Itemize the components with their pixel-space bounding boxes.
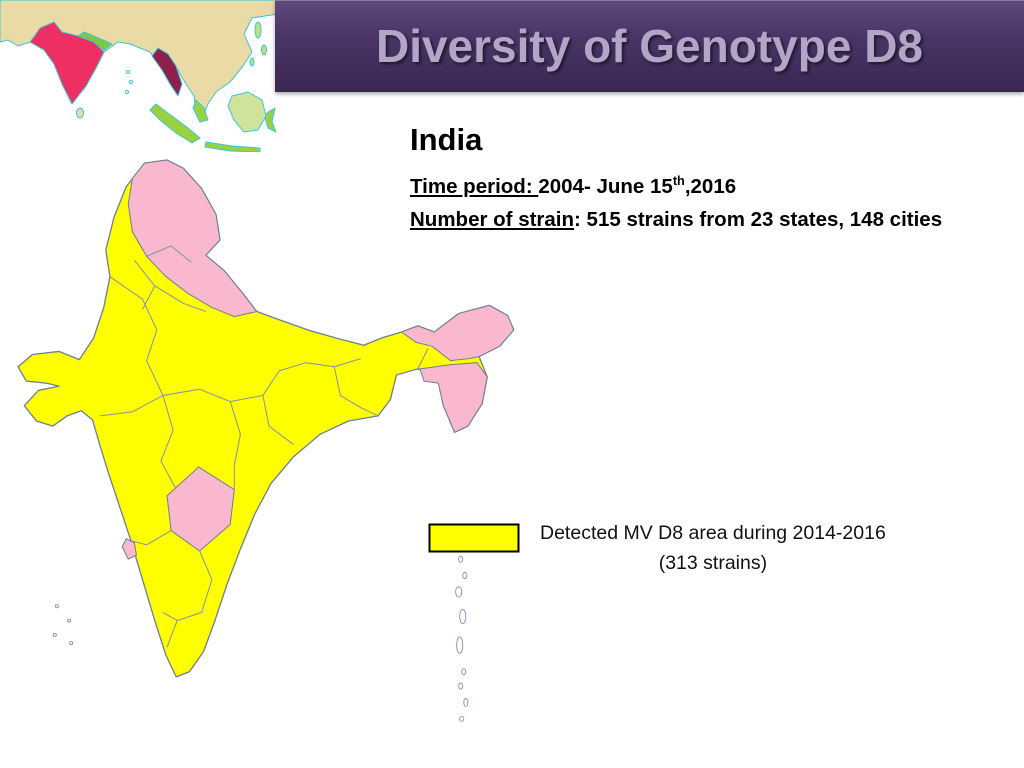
sumatra-island (149, 103, 201, 144)
time-period-label: Time period: (410, 174, 539, 198)
philippines-islands (249, 21, 267, 67)
slide-title: Diversity of Genotype D8 (375, 20, 924, 72)
legend-line2: (313 strains) (658, 552, 768, 574)
region-north-not-detected (127, 159, 258, 318)
country-heading: India (410, 122, 483, 157)
borneo-island (227, 91, 267, 133)
asia-overview-map (0, 0, 279, 153)
asia-overview-svg (0, 0, 279, 153)
time-period-line: Time period: 2004- June 15th,2016 (410, 164, 942, 203)
time-period-superscript: th (672, 173, 685, 188)
india-map-svg (17, 159, 515, 722)
region-northeast-lower-not-detected (419, 362, 488, 433)
region-west-coast-not-detected (121, 538, 137, 560)
india-map (12, 158, 527, 726)
andaman-nicobar-islands (455, 555, 469, 722)
strain-line: Number of strain: 515 strains from 23 st… (410, 203, 942, 236)
title-banner: Diversity of Genotype D8 (275, 0, 1024, 92)
time-period-year: ,2016 (684, 174, 737, 198)
legend-text: Detected MV D8 area during 2014-2016 (31… (540, 518, 886, 578)
malaysia-highlight (192, 99, 209, 123)
legend-line1: Detected MV D8 area during 2014-2016 (540, 522, 886, 544)
strain-value: : 515 strains from 23 states, 148 cities (574, 207, 943, 231)
legend-swatch-rect (428, 523, 520, 553)
time-period-value: 2004- June 15 (538, 174, 673, 198)
andaman-specks (125, 70, 133, 94)
legend: Detected MV D8 area during 2014-2016 (31… (428, 518, 886, 578)
strain-label: Number of strain (410, 207, 575, 231)
java-island (204, 141, 261, 153)
himalaya-highlight (77, 31, 113, 51)
state-borders (99, 245, 429, 648)
legend-swatch (428, 523, 520, 553)
sri-lanka-island (76, 107, 84, 119)
lakshadweep-islands (52, 604, 74, 646)
thailand-highlight (151, 47, 183, 97)
sulawesi-island (264, 107, 277, 133)
region-northeast-upper-not-detected (401, 304, 515, 362)
india-highlight (29, 21, 105, 105)
info-block: India Time period: 2004- June 15th,2016 … (410, 122, 942, 236)
india-outline-detected-area (17, 159, 515, 678)
